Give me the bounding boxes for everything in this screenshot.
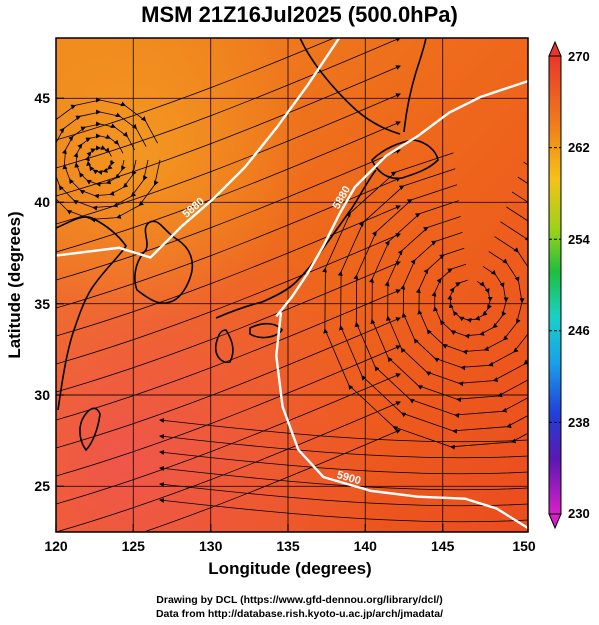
y-tick-label: 35: [34, 296, 50, 312]
plot-frame: [55, 37, 529, 533]
streamline: [56, 373, 401, 505]
streamlines: [56, 38, 528, 532]
colorbar-label: 246: [568, 323, 590, 338]
streamline: [56, 317, 401, 449]
colorbar-label: 238: [568, 415, 590, 430]
streamline: [56, 149, 401, 281]
streamline: [56, 261, 401, 393]
colorbar-top-arrow: [548, 40, 562, 57]
x-tick-labels: 120 125 130 135 140 145 150: [44, 538, 536, 554]
credit-drawing: Drawing by DCL (https://www.gfd-dennou.o…: [156, 594, 443, 606]
credit-data: Data from http://database.rish.kyoto-u.a…: [155, 608, 444, 620]
x-tick-label: 120: [44, 538, 68, 554]
colorbar-label: 270: [568, 49, 590, 64]
russia-coast: [299, 38, 401, 135]
colorbar: 270 262 254 246 238 230: [548, 40, 590, 530]
x-tick-label: 150: [512, 538, 536, 554]
japan-hokkaido: [371, 139, 439, 180]
streamline: [56, 205, 401, 337]
taiwan: [79, 407, 101, 452]
japan-kyushu: [214, 329, 234, 364]
y-tick-label: 40: [34, 194, 50, 210]
x-tick-label: 135: [276, 538, 300, 554]
streamline: [322, 152, 528, 450]
grid: [56, 38, 528, 532]
map-title: MSM 21Z16Jul2025 (500.0hPa): [141, 2, 458, 27]
streamline: [56, 345, 401, 477]
colorbar-bottom-arrow: [548, 513, 562, 530]
x-tick-label: 140: [354, 538, 378, 554]
tick-marks: [55, 97, 529, 532]
x-tick-label: 145: [431, 538, 455, 554]
streamline: [56, 289, 401, 421]
y-tick-label: 25: [34, 478, 50, 494]
streamline: [56, 38, 401, 169]
coastlines: [56, 38, 439, 452]
y-tick-label: 45: [34, 90, 50, 106]
streamline: [56, 38, 336, 141]
streamline: [159, 497, 528, 523]
streamline: [159, 417, 528, 443]
y-tick-label: 30: [34, 387, 50, 403]
japan-shikoku: [249, 322, 284, 339]
japan-honshu: [215, 169, 377, 319]
streamline: [56, 65, 401, 197]
streamline: [56, 93, 401, 225]
colorbar-label: 262: [568, 140, 590, 155]
y-tick-labels: 25 30 35 40 45: [34, 90, 50, 494]
contour-line: [275, 79, 528, 318]
streamline: [56, 401, 401, 532]
china-coast: [56, 216, 127, 411]
streamline: [56, 97, 161, 223]
colorbar-scale: [548, 55, 562, 515]
x-tick-label: 125: [122, 538, 146, 554]
sakhalin: [403, 38, 427, 133]
credits: Drawing by DCL (https://www.gfd-dennou.o…: [0, 593, 599, 621]
y-axis-label: Latitude (degrees): [5, 211, 24, 358]
colorbar-label: 254: [568, 232, 590, 247]
contour-line: [56, 38, 341, 259]
streamline: [159, 449, 528, 475]
colorbar-label: 230: [568, 506, 590, 521]
korea-coast: [134, 220, 194, 305]
x-tick-label: 130: [199, 538, 223, 554]
streamline: [56, 233, 401, 365]
x-axis-label: Longitude (degrees): [208, 559, 371, 578]
contour-line: [275, 312, 528, 530]
streamline: [159, 433, 528, 459]
